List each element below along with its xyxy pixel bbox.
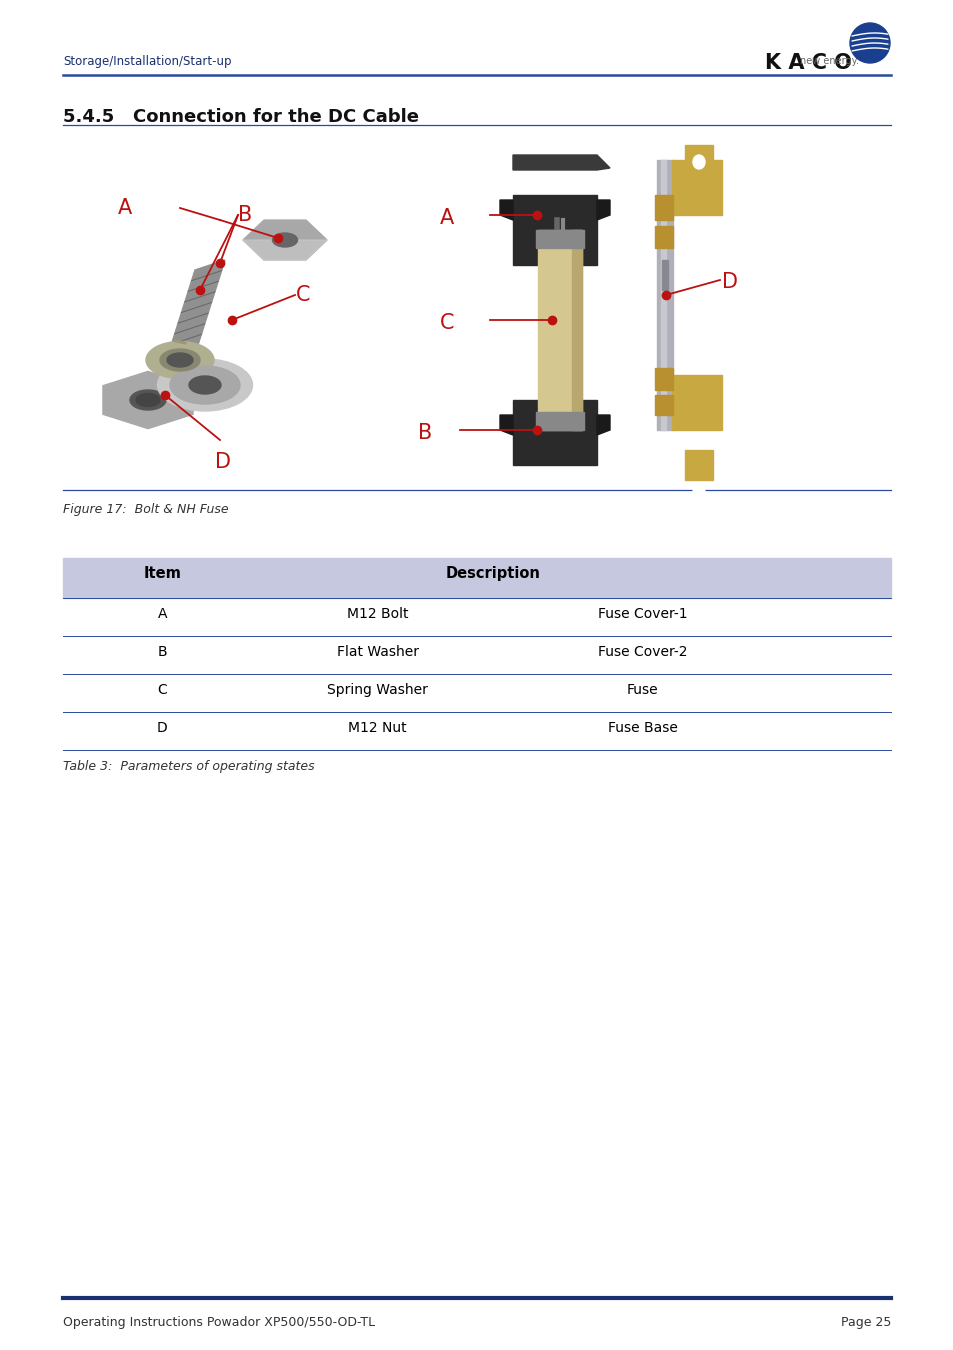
Bar bbox=[572, 230, 581, 431]
Bar bbox=[684, 450, 712, 481]
Text: M12 Nut: M12 Nut bbox=[348, 721, 407, 734]
Text: C: C bbox=[439, 313, 454, 333]
Bar bbox=[684, 144, 712, 176]
Text: Spring Washer: Spring Washer bbox=[327, 683, 428, 697]
Ellipse shape bbox=[130, 390, 166, 410]
Text: Fuse: Fuse bbox=[626, 683, 658, 697]
Bar bbox=[661, 261, 667, 290]
Text: A: A bbox=[118, 198, 132, 217]
Ellipse shape bbox=[189, 377, 221, 394]
Ellipse shape bbox=[273, 234, 297, 247]
Ellipse shape bbox=[160, 350, 200, 371]
Bar bbox=[513, 194, 597, 265]
Text: D: D bbox=[721, 271, 738, 292]
Polygon shape bbox=[597, 200, 609, 220]
Text: Operating Instructions Powador XP500/550-OD-TL: Operating Instructions Powador XP500/550… bbox=[63, 1316, 375, 1328]
Polygon shape bbox=[499, 414, 513, 435]
Bar bbox=[671, 161, 721, 215]
Bar bbox=[655, 194, 672, 220]
Bar bbox=[671, 375, 721, 431]
Text: Figure 17:  Bolt & NH Fuse: Figure 17: Bolt & NH Fuse bbox=[63, 504, 229, 516]
Text: B: B bbox=[417, 423, 432, 443]
Ellipse shape bbox=[170, 366, 240, 404]
Text: A: A bbox=[157, 608, 167, 621]
Bar bbox=[513, 400, 597, 464]
Text: Item: Item bbox=[143, 566, 181, 580]
Bar bbox=[536, 230, 583, 248]
Bar bbox=[63, 558, 890, 598]
Polygon shape bbox=[243, 220, 327, 261]
Ellipse shape bbox=[167, 352, 193, 367]
Text: Flat Washer: Flat Washer bbox=[336, 645, 418, 659]
Ellipse shape bbox=[146, 342, 213, 378]
Bar bbox=[660, 161, 665, 431]
Text: Page 25: Page 25 bbox=[840, 1316, 890, 1328]
Text: C: C bbox=[157, 683, 167, 697]
Polygon shape bbox=[168, 261, 225, 355]
Text: Table 3:  Parameters of operating states: Table 3: Parameters of operating states bbox=[63, 760, 314, 774]
Ellipse shape bbox=[157, 359, 253, 410]
Ellipse shape bbox=[849, 23, 889, 63]
Polygon shape bbox=[243, 240, 327, 261]
Text: Fuse Base: Fuse Base bbox=[607, 721, 677, 734]
Text: M12 Bolt: M12 Bolt bbox=[347, 608, 408, 621]
Text: Fuse Cover-1: Fuse Cover-1 bbox=[598, 608, 687, 621]
Text: Description: Description bbox=[446, 566, 540, 580]
Text: B: B bbox=[237, 205, 252, 225]
Bar bbox=[655, 396, 672, 414]
Text: 5.4.5   Connection for the DC Cable: 5.4.5 Connection for the DC Cable bbox=[63, 108, 418, 126]
Text: D: D bbox=[157, 721, 168, 734]
Text: B: B bbox=[157, 645, 167, 659]
Polygon shape bbox=[597, 414, 609, 435]
Bar bbox=[536, 412, 583, 431]
Bar bbox=[655, 369, 672, 390]
Ellipse shape bbox=[692, 155, 704, 169]
Text: D: D bbox=[214, 452, 231, 472]
Text: new energy.: new energy. bbox=[800, 55, 858, 66]
Polygon shape bbox=[513, 155, 609, 170]
Text: A: A bbox=[439, 208, 454, 228]
Ellipse shape bbox=[136, 393, 160, 406]
Text: Storage/Installation/Start-up: Storage/Installation/Start-up bbox=[63, 55, 232, 68]
Bar bbox=[655, 225, 672, 248]
Polygon shape bbox=[103, 371, 193, 428]
Text: K A C O: K A C O bbox=[764, 53, 851, 73]
Bar bbox=[537, 230, 581, 431]
Bar bbox=[657, 161, 672, 431]
Ellipse shape bbox=[692, 485, 704, 500]
Text: Fuse Cover-2: Fuse Cover-2 bbox=[598, 645, 686, 659]
Polygon shape bbox=[499, 200, 513, 220]
Text: C: C bbox=[295, 285, 310, 305]
